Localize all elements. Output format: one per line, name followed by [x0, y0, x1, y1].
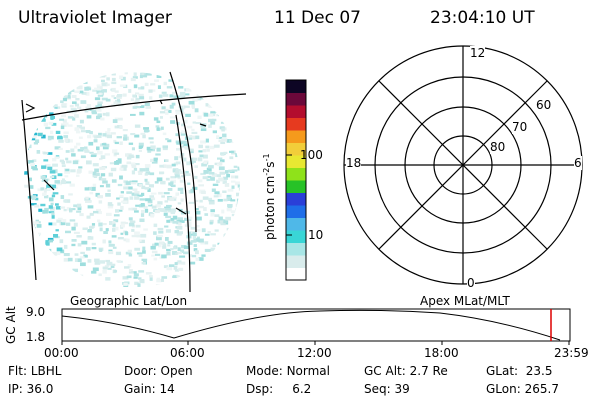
apex-panel-label: Apex MLat/MLT: [420, 294, 510, 308]
instrument-title: Ultraviolet Imager: [18, 8, 172, 28]
info-mode: Mode: Normal: [246, 364, 330, 378]
altitude-xtick-1800: 18:00: [424, 346, 459, 360]
polar-diagonal-2: [378, 80, 548, 250]
info-flt: Flt: LBHL: [8, 364, 62, 378]
info-seq: Seq: 39: [364, 382, 410, 396]
altitude-xtick-0000: 00:00: [44, 346, 79, 360]
mlt-label-6: 6: [574, 156, 582, 170]
info-gcalt: GC Alt: 2.7 Re: [364, 364, 448, 378]
mlat-label-70: 70: [512, 120, 528, 134]
info-glat: GLat: 23.5: [486, 364, 553, 378]
info-ip: IP: 36.0: [8, 382, 54, 396]
altitude-xtick-1200: 12:00: [297, 346, 332, 360]
altitude-curve: [61, 309, 561, 341]
colorbar-ticks: [286, 154, 292, 236]
info-glon: GLon: 265.7: [486, 382, 559, 396]
altitude-ytick-9: 9.0: [26, 305, 46, 319]
lat-lon-grid: [21, 71, 247, 293]
altitude-plot-frame: [61, 308, 571, 342]
time-label: 23:04:10 UT: [430, 8, 535, 28]
info-door: Door: Open: [124, 364, 193, 378]
mlt-label-18: 18: [346, 156, 362, 170]
mlat-label-80: 80: [490, 140, 506, 154]
colorbar-tick-10: 10: [308, 228, 324, 242]
altitude-ylabel: GC Alt: [4, 306, 18, 344]
altitude-xtick-2359: 23:59: [554, 346, 589, 360]
colorbar-tick-100: 100: [300, 148, 323, 162]
mlt-label-0: 0: [467, 276, 475, 290]
altitude-ytick-1-8: 1.8: [26, 330, 46, 344]
info-gain: Gain: 14: [124, 382, 175, 396]
geographic-panel-label: Geographic Lat/Lon: [70, 294, 188, 308]
colorbar-gradient: [286, 80, 306, 281]
date-label: 11 Dec 07: [274, 8, 361, 28]
altitude-xtick-0600: 06:00: [170, 346, 205, 360]
mlt-label-12: 12: [470, 46, 486, 60]
info-dsp: Dsp: 6.2: [246, 382, 312, 396]
mlat-label-60: 60: [536, 98, 552, 112]
